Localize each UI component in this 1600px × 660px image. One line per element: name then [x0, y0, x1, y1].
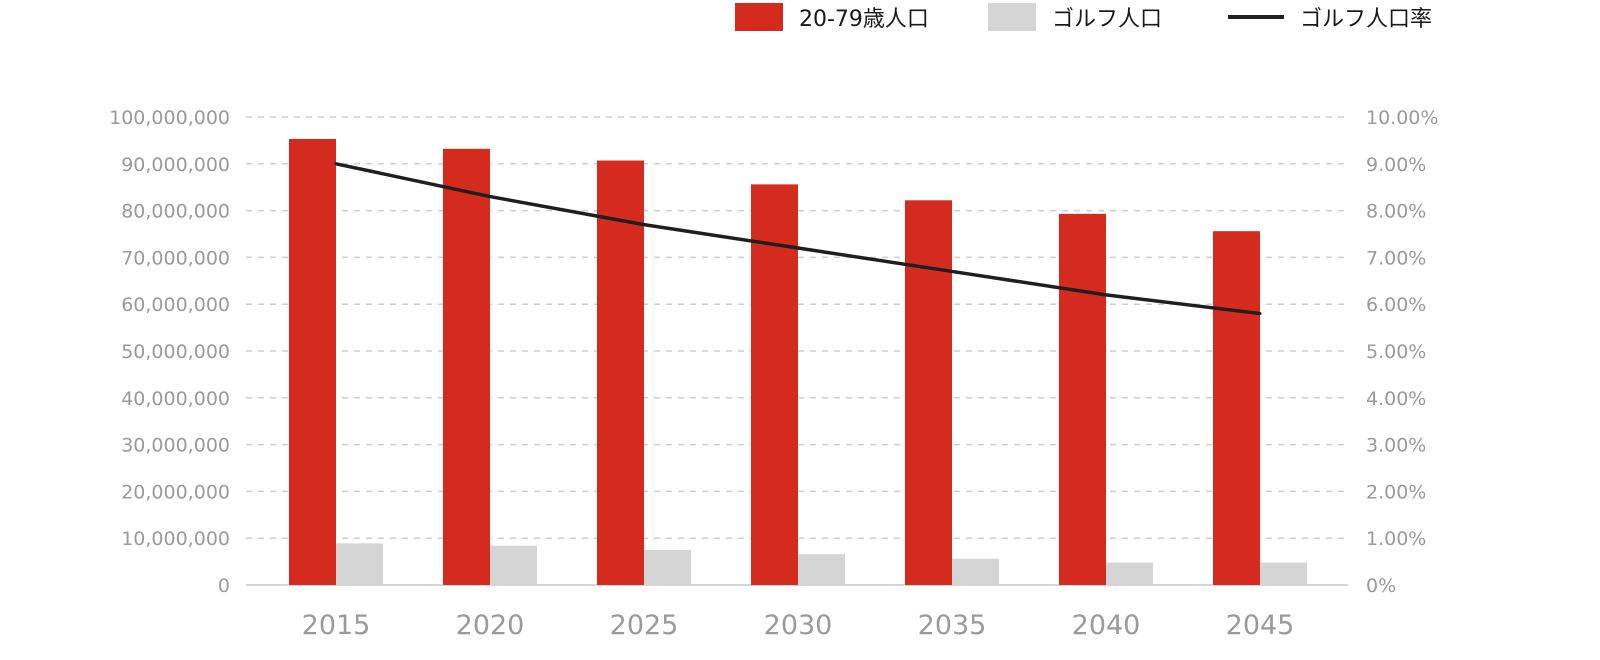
x-tick-label: 2030	[764, 610, 833, 641]
y-left-tick-label: 10,000,000	[121, 528, 230, 550]
bar-golf-population	[798, 554, 845, 585]
bar-population	[1213, 231, 1260, 585]
line-point-golf-rate	[796, 246, 800, 250]
y-left-tick-label: 20,000,000	[121, 481, 230, 503]
bar-population	[751, 184, 798, 585]
y-right-tick-label: 8.00%	[1366, 201, 1426, 223]
y-left-tick-label: 30,000,000	[121, 435, 230, 457]
x-tick-label: 2015	[302, 610, 371, 641]
y-left-tick-label: 90,000,000	[121, 154, 230, 176]
x-tick-label: 2020	[456, 610, 525, 641]
legend-label-population: 20-79歳人口	[799, 7, 929, 32]
y-left-tick-label: 80,000,000	[121, 201, 230, 223]
rate-line	[334, 162, 1262, 316]
bar-golf-population	[644, 549, 691, 585]
legend-swatch-golf-rate	[1228, 15, 1284, 19]
y-right-tick-label: 7.00%	[1366, 247, 1426, 269]
y-right-tick-label: 9.00%	[1366, 154, 1426, 176]
y-right-tick-label: 2.00%	[1366, 481, 1426, 503]
line-point-golf-rate	[950, 269, 954, 273]
legend-label-golf-rate: ゴルフ人口率	[1300, 7, 1433, 32]
bar-population	[289, 138, 336, 585]
y-left-tick-label: 70,000,000	[121, 247, 230, 269]
x-tick-label: 2040	[1072, 610, 1141, 641]
bars	[289, 138, 1307, 586]
y-right-tick-label: 10.00%	[1366, 107, 1438, 129]
legend-label-golf-population: ゴルフ人口	[1052, 7, 1163, 32]
bar-population	[1059, 213, 1106, 585]
bar-golf-population	[1106, 562, 1153, 585]
line-point-golf-rate	[1258, 312, 1262, 316]
y-right-tick-label: 0%	[1366, 575, 1396, 597]
y-right-tick-label: 3.00%	[1366, 435, 1426, 457]
x-tick-label: 2045	[1226, 610, 1295, 641]
bar-population	[443, 148, 490, 585]
y-right-tick-label: 6.00%	[1366, 294, 1426, 316]
y-left-tick-label: 50,000,000	[121, 341, 230, 363]
y-right-tick-label: 5.00%	[1366, 341, 1426, 363]
legend-swatch-golf-population	[988, 3, 1036, 31]
legend: 20-79歳人口 ゴルフ人口 ゴルフ人口率	[0, 0, 1600, 40]
legend-swatch-population	[735, 3, 783, 31]
line-point-golf-rate	[1104, 293, 1108, 297]
y-left-tick-label: 0	[218, 575, 230, 597]
y-left-tick-label: 40,000,000	[121, 388, 230, 410]
legend-item-golf-rate: ゴルフ人口率	[1228, 3, 1433, 32]
line-point-golf-rate	[334, 162, 338, 166]
bar-golf-population	[1260, 562, 1307, 585]
x-tick-label: 2025	[610, 610, 679, 641]
bar-population	[597, 160, 644, 586]
gridlines	[246, 116, 1348, 586]
bar-golf-population	[952, 558, 999, 585]
y-axis-right: 0% 1.00% 2.00% 3.00% 4.00% 5.00% 6.00% 7.00% 8.0…	[1366, 107, 1438, 597]
x-tick-label: 2035	[918, 610, 987, 641]
x-axis: 2015 2020 2025 2030 2035 2040 2045	[302, 610, 1295, 641]
bar-population	[905, 200, 952, 585]
y-axis-left: 0 10,000,000 20,000,000 30,000,000 40,000,00…	[109, 107, 230, 597]
y-right-tick-label: 4.00%	[1366, 388, 1426, 410]
legend-item-golf-population: ゴルフ人口	[988, 3, 1163, 32]
y-right-tick-label: 1.00%	[1366, 528, 1426, 550]
y-left-tick-label: 100,000,000	[109, 107, 230, 129]
line-point-golf-rate	[488, 195, 492, 199]
legend-item-population: 20-79歳人口	[735, 3, 929, 32]
line-point-golf-rate	[642, 223, 646, 227]
bar-golf-population	[336, 543, 383, 585]
y-left-tick-label: 60,000,000	[121, 294, 230, 316]
bar-golf-population	[490, 545, 537, 585]
